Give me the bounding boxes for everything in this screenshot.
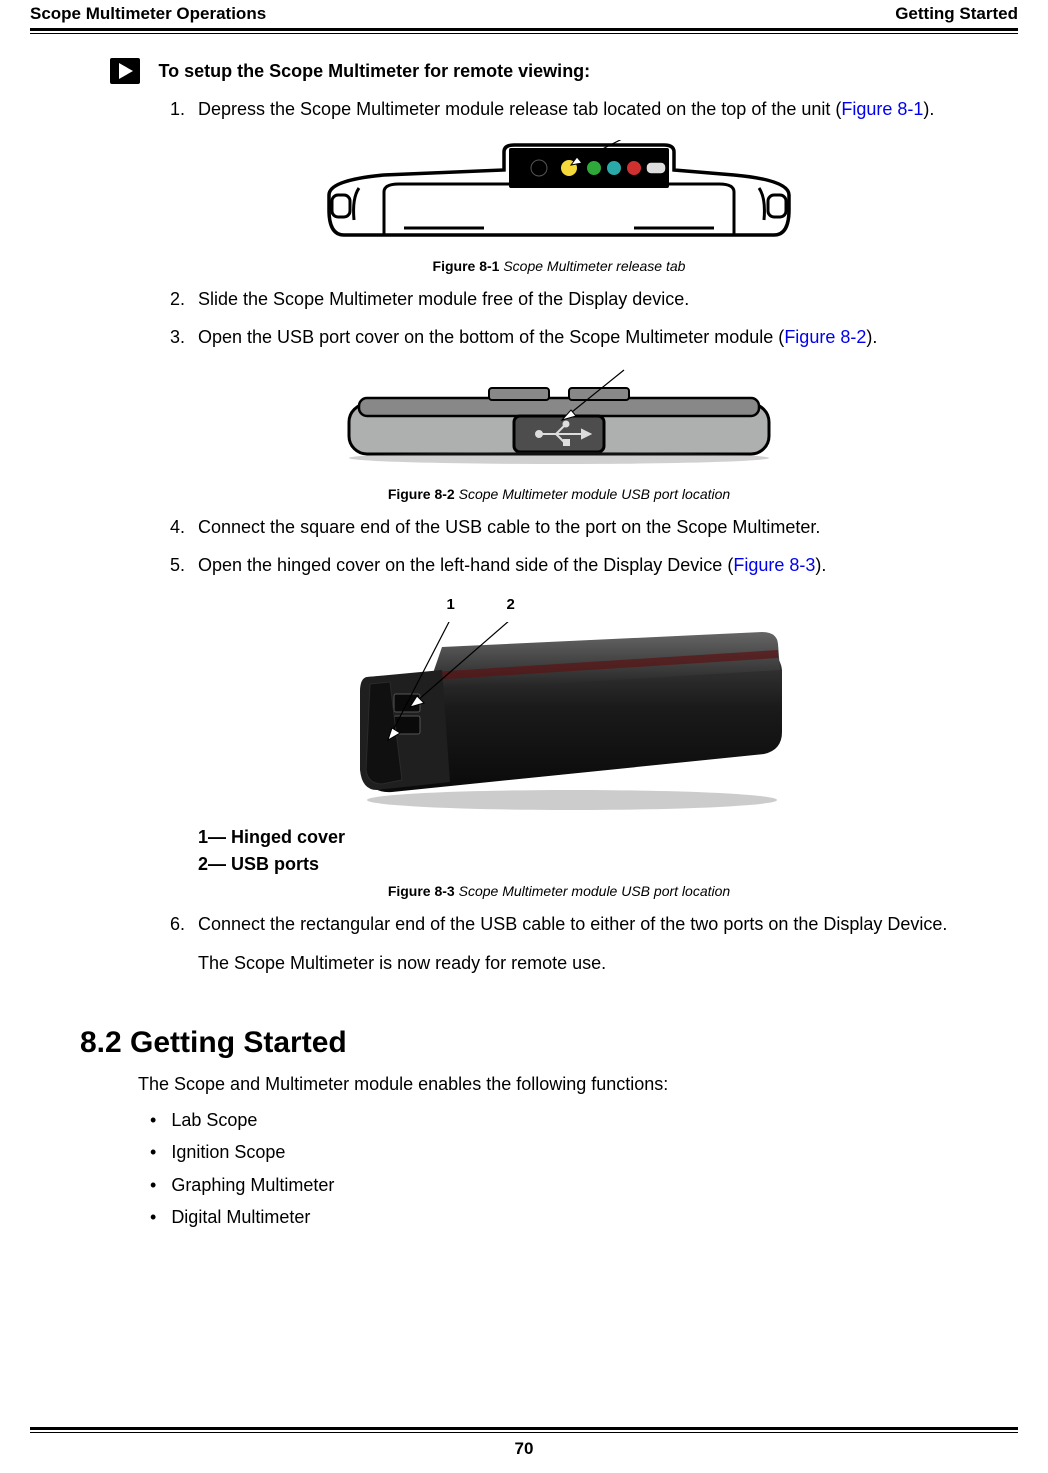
- setup-heading-row: To setup the Scope Multimeter for remote…: [110, 58, 1008, 84]
- callout-2-label: 2: [507, 596, 515, 613]
- figure-8-2-svg: [324, 368, 794, 478]
- figure-8-2-caption: Figure 8-2 Scope Multimeter module USB p…: [110, 486, 1008, 502]
- figure-8-3-container: 1 2: [332, 596, 787, 817]
- step-3-pre: Open the USB port cover on the bottom of…: [198, 327, 784, 347]
- step-5-pre: Open the hinged cover on the left-hand s…: [198, 555, 733, 575]
- step-1-pre: Depress the Scope Multimeter module rele…: [198, 99, 841, 119]
- step-5: 5. Open the hinged cover on the left-han…: [170, 552, 1008, 578]
- bullet-lab-scope-text: Lab Scope: [171, 1110, 257, 1130]
- step-1-text: Depress the Scope Multimeter module rele…: [198, 96, 1008, 122]
- section-8-2-intro: The Scope and Multimeter module enables …: [138, 1074, 1008, 1095]
- figure-8-3-legend-2: 2— USB ports: [198, 854, 1008, 875]
- figure-8-1-caption-text: Scope Multimeter release tab: [499, 258, 685, 274]
- figure-8-1-caption: Figure 8-1 Scope Multimeter release tab: [110, 258, 1008, 274]
- figure-8-1-svg: [324, 140, 794, 250]
- step-2-number: 2.: [170, 286, 198, 312]
- header-rule: [30, 28, 1018, 34]
- header-left: Scope Multimeter Operations: [30, 4, 266, 24]
- figure-8-2-link[interactable]: Figure 8-2: [784, 327, 866, 347]
- play-icon: [110, 58, 140, 84]
- page-number: 70: [0, 1439, 1048, 1459]
- bullet-digital-multimeter: • Digital Multimeter: [150, 1202, 1008, 1233]
- step-6: 6. Connect the rectangular end of the US…: [170, 911, 1008, 937]
- step-3-text: Open the USB port cover on the bottom of…: [198, 324, 1008, 350]
- figure-8-3-caption-text: Scope Multimeter module USB port locatio…: [455, 883, 730, 899]
- step-1: 1. Depress the Scope Multimeter module r…: [170, 96, 1008, 122]
- step-5-text: Open the hinged cover on the left-hand s…: [198, 552, 1008, 578]
- figure-8-3-legend-1: 1— Hinged cover: [198, 827, 1008, 848]
- step-3: 3. Open the USB port cover on the bottom…: [170, 324, 1008, 350]
- bullet-graphing-multimeter-text: Graphing Multimeter: [171, 1175, 334, 1195]
- bullet-digital-multimeter-text: Digital Multimeter: [171, 1207, 310, 1227]
- bullet-graphing-multimeter: • Graphing Multimeter: [150, 1170, 1008, 1201]
- step-2-text: Slide the Scope Multimeter module free o…: [198, 286, 1008, 312]
- page: Scope Multimeter Operations Getting Star…: [0, 0, 1048, 1473]
- step-4: 4. Connect the square end of the USB cab…: [170, 514, 1008, 540]
- figure-8-3-svg: [332, 622, 787, 812]
- step-5-post: ).: [815, 555, 826, 575]
- step-3-post: ).: [866, 327, 877, 347]
- step-6-text: Connect the rectangular end of the USB c…: [198, 911, 1008, 937]
- figure-8-1-link[interactable]: Figure 8-1: [841, 99, 923, 119]
- bullet-ignition-scope-text: Ignition Scope: [171, 1142, 285, 1162]
- header-right: Getting Started: [895, 4, 1018, 24]
- function-list: • Lab Scope • Ignition Scope • Graphing …: [150, 1105, 1008, 1233]
- figure-8-2: Figure 8-2 Scope Multimeter module USB p…: [110, 368, 1008, 502]
- step-1-post: ).: [923, 99, 934, 119]
- step-6-number: 6.: [170, 911, 198, 937]
- page-header: Scope Multimeter Operations Getting Star…: [30, 0, 1018, 24]
- figure-8-2-caption-text: Scope Multimeter module USB port locatio…: [455, 486, 730, 502]
- footer-rule: [30, 1427, 1018, 1433]
- step-3-number: 3.: [170, 324, 198, 350]
- bullet-ignition-scope: • Ignition Scope: [150, 1137, 1008, 1168]
- figure-8-2-label: Figure 8-2: [388, 486, 455, 502]
- content-body: To setup the Scope Multimeter for remote…: [110, 58, 1008, 1233]
- figure-8-1-label: Figure 8-1: [433, 258, 500, 274]
- figure-8-3-label: Figure 8-3: [388, 883, 455, 899]
- step-2: 2. Slide the Scope Multimeter module fre…: [170, 286, 1008, 312]
- bullet-lab-scope: • Lab Scope: [150, 1105, 1008, 1136]
- figure-8-1: Figure 8-1 Scope Multimeter release tab: [110, 140, 1008, 274]
- figure-8-3-caption: Figure 8-3 Scope Multimeter module USB p…: [110, 883, 1008, 899]
- section-8-2-heading: 8.2 Getting Started: [80, 1026, 1008, 1060]
- step-4-text: Connect the square end of the USB cable …: [198, 514, 1008, 540]
- step-5-number: 5.: [170, 552, 198, 578]
- step-4-number: 4.: [170, 514, 198, 540]
- setup-title: To setup the Scope Multimeter for remote…: [158, 61, 590, 82]
- step-6-sub: The Scope Multimeter is now ready for re…: [198, 950, 1008, 976]
- step-1-number: 1.: [170, 96, 198, 122]
- figure-8-3: 1 2: [110, 596, 1008, 817]
- figure-8-3-link[interactable]: Figure 8-3: [733, 555, 815, 575]
- callout-1-label: 1: [447, 596, 455, 613]
